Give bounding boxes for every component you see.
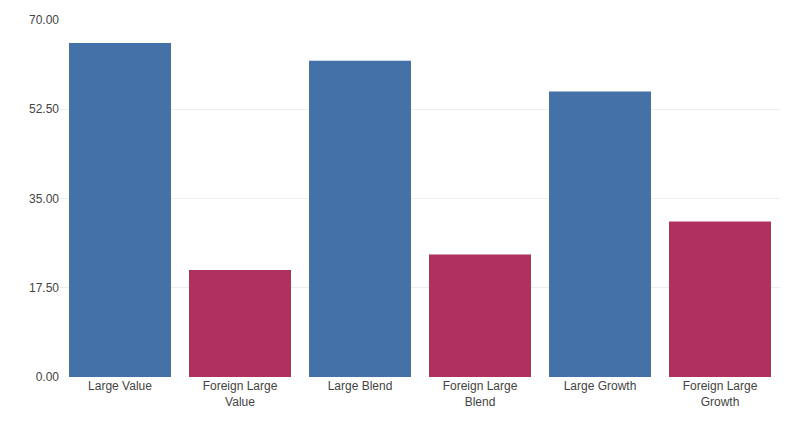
svg-text:Foreign LargeBlend: Foreign LargeBlend xyxy=(443,379,518,409)
svg-text:Large Blend: Large Blend xyxy=(328,379,393,393)
svg-text:Foreign LargeValue: Foreign LargeValue xyxy=(203,379,278,409)
svg-text:52.50: 52.50 xyxy=(29,102,59,116)
svg-text:17.50: 17.50 xyxy=(29,281,59,295)
svg-text:0.00: 0.00 xyxy=(36,370,60,384)
svg-text:70.00: 70.00 xyxy=(29,13,59,27)
svg-text:35.00: 35.00 xyxy=(29,192,59,206)
svg-text:Foreign LargeGrowth: Foreign LargeGrowth xyxy=(683,379,758,409)
svg-text:Large Growth: Large Growth xyxy=(564,379,637,393)
svg-text:Large Value: Large Value xyxy=(88,379,152,393)
